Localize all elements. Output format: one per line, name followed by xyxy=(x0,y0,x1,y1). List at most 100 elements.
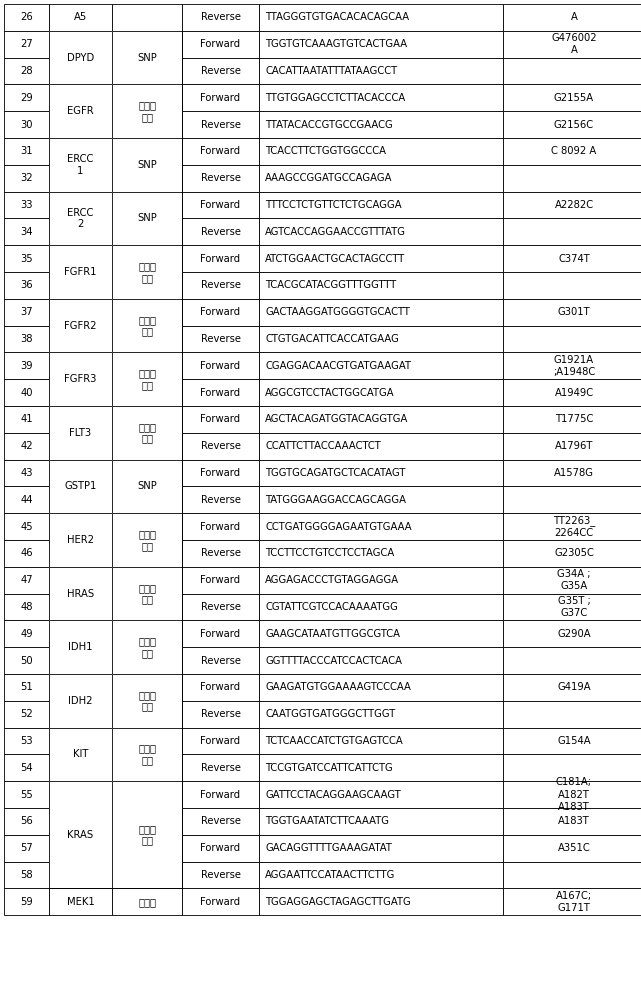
Text: IDH1: IDH1 xyxy=(68,642,93,652)
Bar xyxy=(112,218,182,245)
Text: 39: 39 xyxy=(20,361,33,371)
Text: 体细胞
突变: 体细胞 突变 xyxy=(138,261,156,283)
Text: 体细胞
突变: 体细胞 突变 xyxy=(138,100,156,122)
Bar xyxy=(4,84,49,111)
Text: 体细胞
突变: 体细胞 突变 xyxy=(138,422,156,444)
Bar xyxy=(49,192,112,245)
Bar xyxy=(112,192,182,218)
Text: ERCC
2: ERCC 2 xyxy=(67,208,94,229)
Bar xyxy=(503,4,641,31)
Bar xyxy=(259,888,503,915)
Bar xyxy=(259,326,503,352)
Bar xyxy=(182,218,259,245)
Bar xyxy=(112,31,182,58)
Bar xyxy=(4,808,49,835)
Text: G476002
A: G476002 A xyxy=(551,33,597,55)
Text: FGFR3: FGFR3 xyxy=(64,374,97,384)
Text: AGGCGTCCTACTGGCATGA: AGGCGTCCTACTGGCATGA xyxy=(265,388,395,398)
Bar xyxy=(4,352,49,379)
Bar xyxy=(182,111,259,138)
Bar xyxy=(112,674,182,701)
Text: Forward: Forward xyxy=(201,843,240,853)
Text: TT2263_
2264CC: TT2263_ 2264CC xyxy=(553,515,595,538)
Text: Reverse: Reverse xyxy=(201,120,240,130)
Text: 体细胞
突变: 体细胞 突变 xyxy=(138,744,156,765)
Bar xyxy=(112,567,182,594)
Text: 30: 30 xyxy=(21,120,33,130)
Bar xyxy=(182,594,259,620)
Bar xyxy=(182,138,259,165)
Bar xyxy=(112,4,182,31)
Text: GAAGATGTGGAAAAGTCCCAA: GAAGATGTGGAAAAGTCCCAA xyxy=(265,682,411,692)
Bar xyxy=(112,245,182,272)
Text: 37: 37 xyxy=(20,307,33,317)
Bar xyxy=(182,620,259,647)
Bar xyxy=(49,620,112,674)
Bar xyxy=(49,352,112,406)
Text: Forward: Forward xyxy=(201,39,240,49)
Text: FGFR2: FGFR2 xyxy=(64,321,97,331)
Bar xyxy=(259,165,503,192)
Text: 27: 27 xyxy=(20,39,33,49)
Text: Reverse: Reverse xyxy=(201,656,240,666)
Text: Forward: Forward xyxy=(201,575,240,585)
Bar xyxy=(112,111,182,138)
Bar xyxy=(259,540,503,567)
Bar xyxy=(112,433,182,460)
Text: CACATTAATATTTATAAGCCT: CACATTAATATTTATAAGCCT xyxy=(265,66,397,76)
Bar xyxy=(259,728,503,754)
Bar xyxy=(259,379,503,406)
Bar xyxy=(182,4,259,31)
Text: 体细胞
突变: 体细胞 突变 xyxy=(138,583,156,604)
Text: Reverse: Reverse xyxy=(201,12,240,22)
Bar xyxy=(259,299,503,326)
Bar xyxy=(112,674,182,728)
Bar xyxy=(4,433,49,460)
Bar xyxy=(112,299,182,326)
Text: 46: 46 xyxy=(20,548,33,558)
Bar xyxy=(49,620,112,674)
Bar xyxy=(112,620,182,647)
Bar xyxy=(503,486,641,513)
Bar xyxy=(112,540,182,567)
Text: SNP: SNP xyxy=(137,481,157,491)
Text: A183T: A183T xyxy=(558,816,590,826)
Text: A: A xyxy=(570,12,578,22)
Bar xyxy=(503,620,641,647)
Bar xyxy=(112,406,182,460)
Text: HRAS: HRAS xyxy=(67,589,94,599)
Bar xyxy=(4,701,49,728)
Bar xyxy=(112,352,182,379)
Bar xyxy=(49,245,112,299)
Text: 51: 51 xyxy=(20,682,33,692)
Bar xyxy=(112,728,182,781)
Text: DPYD: DPYD xyxy=(67,53,94,63)
Text: 54: 54 xyxy=(20,763,33,773)
Bar xyxy=(503,218,641,245)
Bar xyxy=(4,165,49,192)
Bar xyxy=(4,567,49,594)
Text: 29: 29 xyxy=(20,93,33,103)
Bar xyxy=(182,58,259,84)
Bar xyxy=(49,620,112,647)
Bar xyxy=(182,862,259,888)
Bar xyxy=(49,406,112,433)
Text: 47: 47 xyxy=(20,575,33,585)
Bar xyxy=(49,326,112,352)
Bar xyxy=(112,245,182,299)
Bar xyxy=(503,781,641,808)
Text: AGCTACAGATGGTACAGGTGA: AGCTACAGATGGTACAGGTGA xyxy=(265,414,408,424)
Bar xyxy=(49,513,112,567)
Bar xyxy=(49,728,112,781)
Bar xyxy=(259,460,503,486)
Bar xyxy=(4,674,49,701)
Bar xyxy=(259,647,503,674)
Text: 52: 52 xyxy=(20,709,33,719)
Bar xyxy=(4,111,49,138)
Bar xyxy=(503,326,641,352)
Bar xyxy=(112,31,182,84)
Bar xyxy=(112,272,182,299)
Bar xyxy=(49,138,112,192)
Text: SNP: SNP xyxy=(137,213,157,223)
Bar xyxy=(503,701,641,728)
